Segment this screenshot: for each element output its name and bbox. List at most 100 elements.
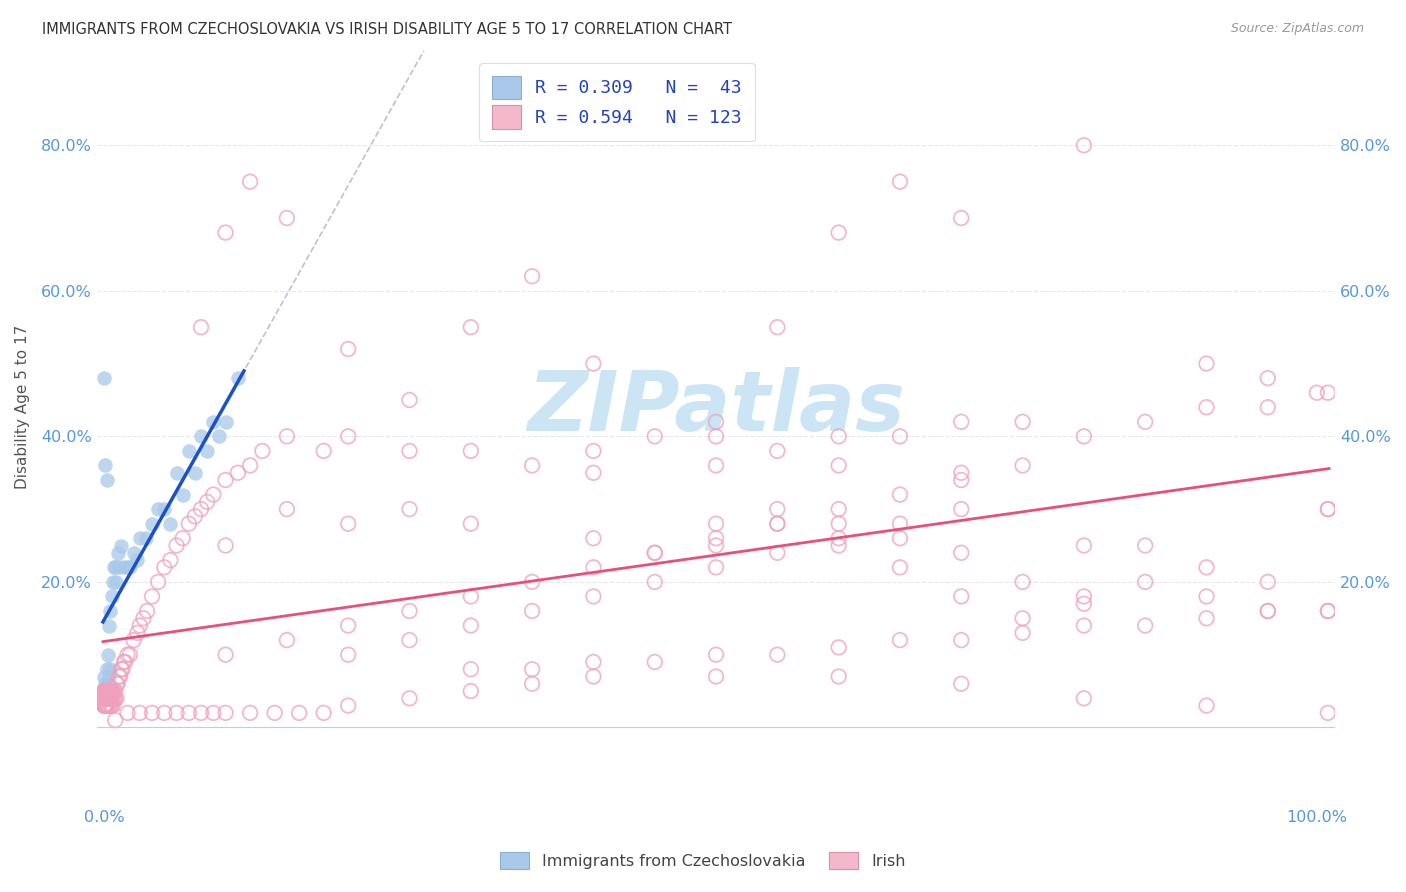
Point — [94, 684, 117, 698]
Point — [214, 473, 236, 487]
Point — [520, 604, 543, 618]
Point — [582, 655, 605, 669]
Point — [704, 531, 727, 545]
Point — [93, 371, 115, 385]
Point — [93, 684, 115, 698]
Point — [96, 691, 118, 706]
Y-axis label: Disability Age 5 to 17: Disability Age 5 to 17 — [15, 325, 30, 490]
Point — [177, 706, 200, 720]
Point — [1073, 539, 1095, 553]
Point — [1257, 604, 1279, 618]
Text: IMMIGRANTS FROM CZECHOSLOVAKIA VS IRISH DISABILITY AGE 5 TO 17 CORRELATION CHART: IMMIGRANTS FROM CZECHOSLOVAKIA VS IRISH … — [42, 22, 733, 37]
Point — [104, 560, 127, 574]
Point — [827, 502, 849, 516]
Point — [644, 546, 666, 560]
Point — [520, 458, 543, 473]
Point — [97, 698, 120, 713]
Point — [105, 677, 128, 691]
Point — [110, 662, 132, 676]
Point — [93, 684, 115, 698]
Point — [950, 502, 973, 516]
Point — [159, 516, 181, 531]
Point — [94, 691, 117, 706]
Point — [117, 648, 139, 662]
Point — [704, 669, 727, 683]
Point — [520, 677, 543, 691]
Point — [1195, 357, 1218, 371]
Point — [195, 495, 218, 509]
Point — [520, 662, 543, 676]
Point — [889, 560, 911, 574]
Point — [1135, 574, 1157, 589]
Point — [105, 574, 128, 589]
Point — [704, 415, 727, 429]
Point — [1011, 625, 1033, 640]
Point — [1073, 691, 1095, 706]
Point — [97, 684, 120, 698]
Point — [166, 539, 188, 553]
Point — [112, 655, 135, 669]
Point — [122, 633, 145, 648]
Point — [128, 531, 150, 545]
Point — [105, 691, 128, 706]
Text: Source: ZipAtlas.com: Source: ZipAtlas.com — [1230, 22, 1364, 36]
Point — [100, 691, 122, 706]
Point — [172, 487, 194, 501]
Point — [94, 698, 117, 713]
Point — [239, 175, 262, 189]
Point — [101, 684, 124, 698]
Point — [141, 516, 163, 531]
Point — [98, 604, 121, 618]
Point — [460, 662, 482, 676]
Point — [94, 684, 117, 698]
Point — [460, 684, 482, 698]
Point — [93, 698, 115, 713]
Point — [190, 706, 212, 720]
Point — [104, 713, 127, 727]
Point — [1316, 706, 1339, 720]
Point — [98, 684, 121, 698]
Point — [93, 691, 115, 706]
Point — [195, 444, 218, 458]
Point — [128, 618, 150, 632]
Point — [398, 502, 420, 516]
Point — [1195, 611, 1218, 625]
Point — [1316, 502, 1339, 516]
Point — [950, 466, 973, 480]
Point — [214, 226, 236, 240]
Point — [97, 677, 120, 691]
Point — [239, 458, 262, 473]
Point — [582, 590, 605, 604]
Point — [128, 706, 150, 720]
Point — [96, 684, 118, 698]
Point — [108, 560, 131, 574]
Point — [827, 226, 849, 240]
Point — [704, 458, 727, 473]
Point — [704, 429, 727, 443]
Point — [582, 669, 605, 683]
Point — [96, 662, 118, 676]
Point — [141, 590, 163, 604]
Point — [101, 691, 124, 706]
Point — [766, 502, 789, 516]
Point — [98, 669, 121, 683]
Point — [337, 429, 360, 443]
Point — [103, 691, 125, 706]
Point — [827, 539, 849, 553]
Point — [950, 633, 973, 648]
Point — [96, 684, 118, 698]
Point — [136, 604, 159, 618]
Point — [288, 706, 311, 720]
Point — [97, 691, 120, 706]
Point — [460, 320, 482, 334]
Point — [1316, 604, 1339, 618]
Point — [94, 691, 117, 706]
Point — [118, 648, 141, 662]
Point — [827, 516, 849, 531]
Point — [190, 502, 212, 516]
Point — [226, 371, 249, 385]
Point — [460, 444, 482, 458]
Point — [108, 669, 131, 683]
Point — [190, 320, 212, 334]
Point — [98, 684, 121, 698]
